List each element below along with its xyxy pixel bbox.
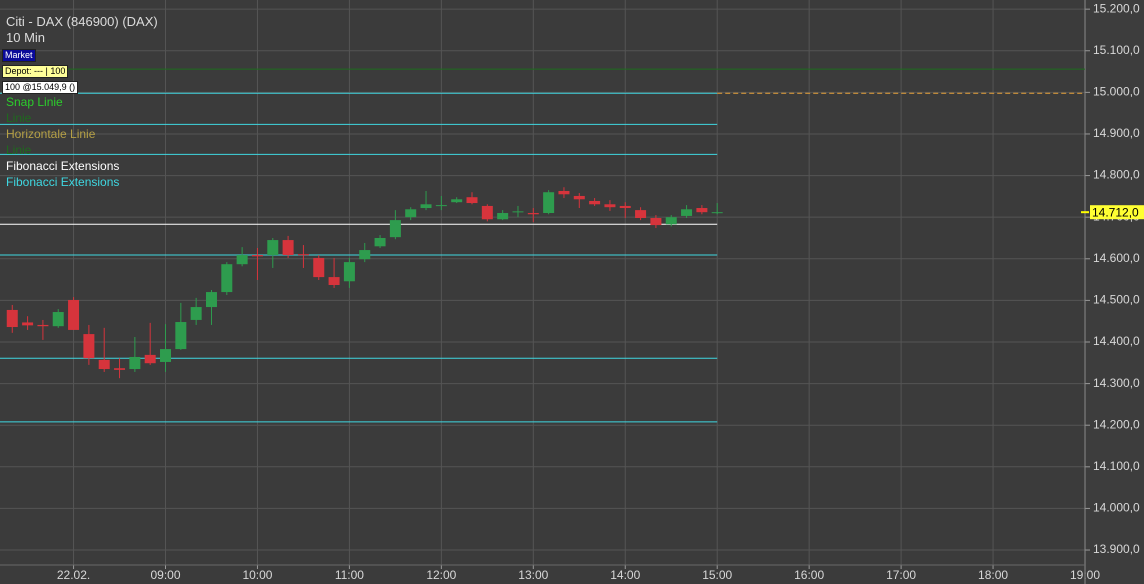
legend-item: Fibonacci Extensions <box>6 159 120 173</box>
y-tick-label: 14.100,0 <box>1093 459 1140 473</box>
candle-body <box>129 356 141 370</box>
candle-body <box>83 334 95 359</box>
x-tick-label: 10:00 <box>242 568 272 582</box>
last-price-box <box>1090 205 1144 220</box>
candle-body <box>573 195 585 200</box>
candle-body <box>297 254 309 256</box>
y-tick-label: 15.200,0 <box>1093 1 1140 15</box>
legend-item: Horizontale Linie <box>6 127 96 141</box>
legend: Citi - DAX (846900) (DAX) 10 Min Market D… <box>2 14 158 190</box>
x-tick-label: 17:00 <box>886 568 916 582</box>
last-price-label: 14.712,0 <box>1092 205 1139 219</box>
candle-body <box>466 197 478 204</box>
candle-body <box>589 200 601 205</box>
candle-body <box>267 240 279 256</box>
candle-body <box>359 250 371 260</box>
candle-body <box>711 212 723 214</box>
candle-body <box>527 213 539 215</box>
candle-body <box>190 307 202 320</box>
candle-body <box>68 299 80 330</box>
chart-title: Citi - DAX (846900) (DAX) <box>6 14 158 29</box>
y-tick-label: 14.000,0 <box>1093 501 1140 515</box>
x-tick-label: 18:00 <box>978 568 1008 582</box>
legend-item: Linie <box>6 111 32 125</box>
candle-body <box>558 190 570 195</box>
candle-body <box>160 349 172 362</box>
y-tick-label: 14.900,0 <box>1093 126 1140 140</box>
candle-body <box>328 277 340 285</box>
legend-badge: 100 @15.049,9 () <box>2 81 79 94</box>
candle-body <box>420 204 432 209</box>
candle-body <box>175 322 187 350</box>
legend-item: Snap Linie <box>6 95 63 109</box>
candle-body <box>144 354 156 364</box>
candle-body <box>650 218 662 226</box>
legend-item: Linie <box>6 143 32 157</box>
candle-body <box>374 237 386 247</box>
candle-body <box>435 205 447 207</box>
candle-body <box>251 255 263 257</box>
candle-body <box>696 208 708 213</box>
chart-subtitle: 10 Min <box>6 30 46 45</box>
x-tick-label: 12:00 <box>426 568 456 582</box>
x-tick-label: 22.02. <box>57 568 90 582</box>
candle-body <box>635 210 647 219</box>
y-tick-label: 14.400,0 <box>1093 334 1140 348</box>
candle-body <box>681 209 693 216</box>
candle-body <box>221 264 233 293</box>
candle-body <box>604 204 616 208</box>
candle-body <box>543 192 555 214</box>
y-tick-label: 15.000,0 <box>1093 85 1140 99</box>
candle-body <box>313 257 325 278</box>
candle-body <box>282 240 294 256</box>
x-tick-label: 14:00 <box>610 568 640 582</box>
candle-body <box>37 324 49 327</box>
candle-body <box>451 199 463 203</box>
y-tick-label: 14.200,0 <box>1093 417 1140 431</box>
legend-badge: Depot: --- | 100 <box>2 65 69 78</box>
candle-body <box>619 205 631 209</box>
y-tick-label: 14.800,0 <box>1093 168 1140 182</box>
legend-badge: Market <box>2 49 36 62</box>
candle-body <box>98 359 110 370</box>
plot-background <box>0 0 1085 565</box>
candle-body <box>205 292 217 308</box>
x-tick-label: 16:00 <box>794 568 824 582</box>
candle-body <box>114 368 126 370</box>
y-tick-label: 14.500,0 <box>1093 293 1140 307</box>
candle-body <box>389 220 401 238</box>
candle-body <box>497 213 509 220</box>
candle-body <box>405 209 417 218</box>
candle-body <box>52 312 64 327</box>
x-tick-label: 13:00 <box>518 568 548 582</box>
candle-body <box>665 217 677 225</box>
y-tick-label: 13.900,0 <box>1093 542 1140 556</box>
candle-body <box>236 255 248 265</box>
candle-body <box>22 322 34 326</box>
candle-body <box>6 309 18 328</box>
candle-body <box>343 262 355 282</box>
y-tick-label: 14.600,0 <box>1093 251 1140 265</box>
y-tick-label: 15.100,0 <box>1093 43 1140 57</box>
x-tick-label: 11:00 <box>335 568 364 582</box>
x-tick-label: 15:00 <box>702 568 732 582</box>
x-tick-label: 09:00 <box>150 568 180 582</box>
y-tick-label: 14.300,0 <box>1093 376 1140 390</box>
candle-body <box>481 205 493 220</box>
candle-body <box>512 211 524 213</box>
axis-background <box>1085 0 1144 584</box>
legend-item: Fibonacci Extensions <box>6 175 120 189</box>
